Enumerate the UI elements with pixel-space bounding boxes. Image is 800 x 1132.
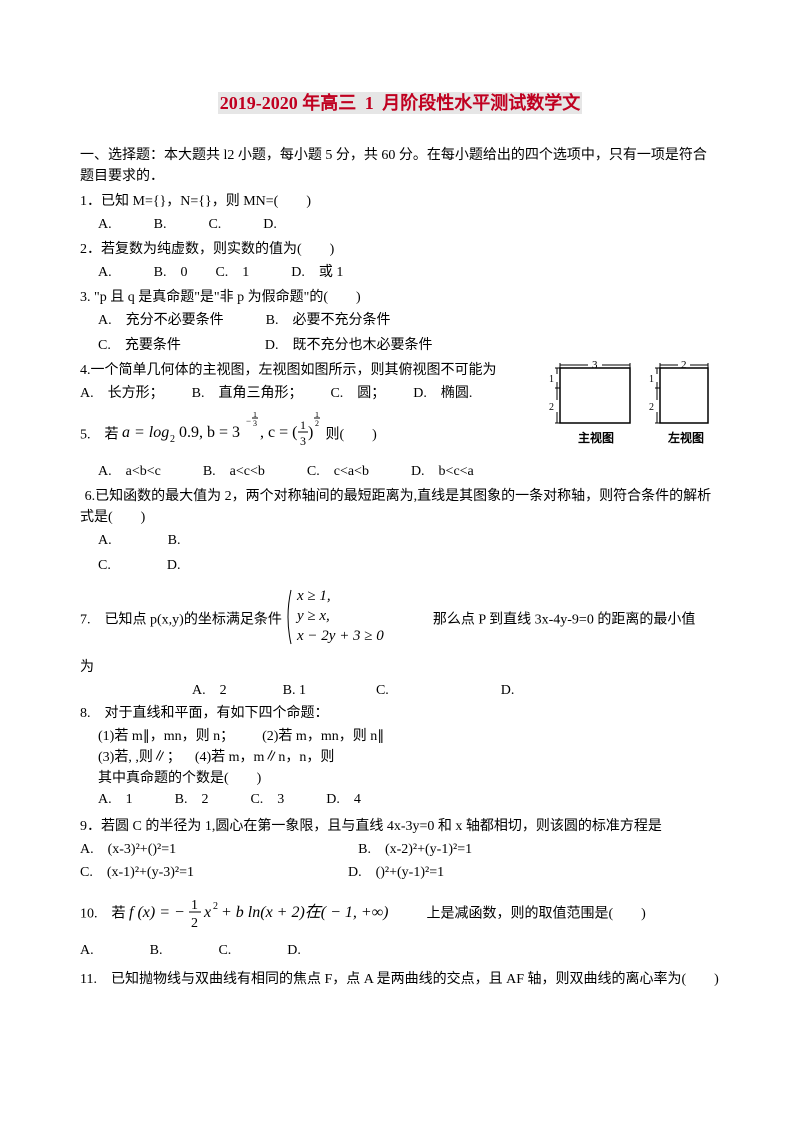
question-1-options: A. B. C. D. [80,214,720,235]
svg-text:0.9, b = 3: 0.9, b = 3 [179,424,240,441]
svg-text:3: 3 [300,434,306,448]
svg-text:2: 2 [681,360,687,371]
left-view-icon: 2 1 2 左视图 [649,360,708,445]
svg-text:x ≥ 1,: x ≥ 1, [296,588,331,604]
svg-text:2: 2 [315,419,319,428]
question-4-options: A. 长方形； B. 直角三角形； C. 圆； D. 椭圆. [80,383,534,404]
question-1: 1．已知 M={}，N={}，则 MN=( ) [80,191,720,212]
question-5-post: 则( ) [326,428,377,443]
svg-text:主视图: 主视图 [578,430,614,445]
question-4-row: 4.一个简单几何体的主视图，左视图如图所示，则其俯视图不可能为 A. 长方形； … [80,360,720,461]
svg-text:1: 1 [649,374,654,385]
question-7-pre: 7. 已知点 p(x,y)的坐标满足条件 [80,613,285,628]
question-8-line1: (1)若 m∥，mn，则 n； (2)若 m，mn，则 n∥ [80,726,720,747]
question-5-math: a = log 2 0.9, b = 3 − 1 3 , c = ( 1 3 )… [122,412,322,459]
svg-text:1: 1 [549,374,554,385]
question-3-options-2: C. 充要条件 D. 既不充分也木必要条件 [80,335,720,356]
question-10-math: f (x) = − 1 2 x 2 + b ln(x + 2)在( − 1, +… [129,891,409,938]
question-9-options-2: C. (x-1)²+(y-3)²=1 D. ()²+(y-1)²=1 [80,862,720,883]
svg-text:2: 2 [549,402,554,413]
svg-text:y ≥ x,: y ≥ x, [295,608,330,624]
question-2: 2．若复数为纯虚数，则实数的值为( ) [80,239,720,260]
svg-text:左视图: 左视图 [667,430,704,445]
question-7-last: 为 [80,657,720,678]
section-heading: 一、选择题：本大题共 l2 小题，每小题 5 分，共 60 分。在每小题给出的四… [80,145,720,187]
question-3: 3. "p 且 q 是真命题"是"非 p 为假命题"的( ) [80,287,720,308]
svg-text:−: − [246,416,251,426]
question-5: 5. 若 a = log 2 0.9, b = 3 − 1 3 , c = ( … [80,412,534,459]
svg-text:x − 2y + 3 ≥ 0: x − 2y + 3 ≥ 0 [296,628,384,644]
question-2-options: A. B. 0 C. 1 D. 或 1 [80,262,720,283]
svg-text:1: 1 [253,412,257,419]
question-7: 7. 已知点 p(x,y)的坐标满足条件 x ≥ 1, y ≥ x, x − 2… [80,586,720,655]
question-8-line3: 其中真命题的个数是( ) [80,768,720,789]
question-5-pre: 5. 若 [80,428,122,443]
svg-text:2: 2 [649,402,654,413]
svg-text:, c = (: , c = ( [260,424,297,441]
question-4-text-col: 4.一个简单几何体的主视图，左视图如图所示，则其俯视图不可能为 A. 长方形； … [80,360,534,461]
svg-text:+ b ln(x + 2)在( − 1, +∞): + b ln(x + 2)在( − 1, +∞) [221,903,388,921]
page-title: 2019-2020 年高三 1 月阶段性水平测试数学文 [80,90,720,117]
question-4-figure: 3 1 2 主视图 2 [540,360,720,460]
svg-text:1: 1 [315,412,319,419]
main-view-icon: 3 1 2 主视图 [549,360,630,445]
question-11: 11. 已知抛物线与双曲线有相同的焦点 F，点 A 是两曲线的交点，且 AF 轴… [80,969,720,990]
svg-text:2: 2 [191,916,198,931]
question-5-options: A. a<b<c B. a<c<b C. c<a<b D. b<c<a [80,461,720,482]
question-10-options: A. B. C. D. [80,940,720,961]
question-6-options-2: C. D. [80,555,720,576]
svg-text:3: 3 [253,419,257,428]
question-6: 6.已知函数的最大值为 2，两个对称轴间的最短距离为,直线是其图象的一条对称轴，… [80,486,720,528]
question-6-options-1: A. B. [80,530,720,551]
question-10-post: 上是减函数，则的取值范围是( ) [413,907,646,922]
question-7-math: x ≥ 1, y ≥ x, x − 2y + 3 ≥ 0 [285,586,415,655]
title-first: 2019-2020 年高三 [218,92,359,114]
svg-text:1: 1 [300,418,306,432]
question-4: 4.一个简单几何体的主视图，左视图如图所示，则其俯视图不可能为 [80,360,534,381]
title-second: 月阶段性水平测试数学文 [380,92,582,114]
question-3-options-1: A. 充分不必要条件 B. 必要不充分条件 [80,310,720,331]
svg-text:): ) [308,424,313,441]
question-10-pre: 10. 若 [80,907,129,922]
question-7-options: A. 2 B. 1 C. D. [80,680,720,701]
question-9-options-1: A. (x-3)²+()²=1 B. (x-2)²+(y-1)²=1 [80,839,720,860]
question-9: 9．若圆 C 的半径为 1,圆心在第一象限，且与直线 4x-3y=0 和 x 轴… [80,816,720,837]
question-8-line2: (3)若, ,则∥； (4)若 m，m∥n，n，则 [80,747,720,768]
question-10: 10. 若 f (x) = − 1 2 x 2 + b ln(x + 2)在( … [80,891,720,938]
svg-text:2: 2 [213,901,218,912]
svg-text:x: x [203,904,211,921]
svg-text:2: 2 [170,434,175,445]
question-7-post: 那么点 P 到直线 3x-4y-9=0 的距离的最小值 [419,613,696,628]
math-text: a = log [122,424,169,441]
question-8-options: A. 1 B. 2 C. 3 D. 4 [80,789,720,810]
svg-text:f (x) = −: f (x) = − [129,904,185,921]
title-mid: 1 [358,92,380,114]
question-8: 8. 对于直线和平面，有如下四个命题： [80,703,720,724]
svg-text:3: 3 [592,360,598,371]
svg-text:1: 1 [191,898,198,913]
